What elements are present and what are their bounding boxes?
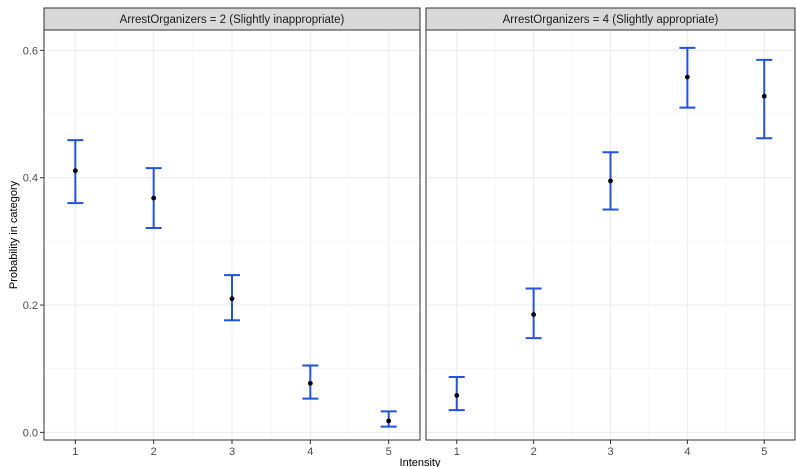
y-tick-label: 0.2: [23, 300, 38, 312]
y-tick-label: 0.4: [23, 173, 38, 185]
x-tick-label: 3: [607, 446, 613, 458]
data-point: [307, 380, 313, 386]
data-point: [761, 93, 767, 99]
data-point: [531, 312, 537, 317]
data-point-group-2-2: [525, 287, 542, 340]
x-tick-label: 4: [307, 446, 313, 458]
x-tick-label: 2: [531, 446, 537, 458]
y-tick-label: 0.6: [23, 45, 38, 57]
data-point-group-2-5: [756, 58, 773, 140]
x-tick-label: 5: [761, 446, 767, 458]
x-axis-title: Intensity: [400, 457, 441, 467]
data-point-group-1-2: [145, 167, 162, 229]
x-tick-label: 3: [229, 446, 235, 458]
x-tick-label: 5: [386, 446, 392, 458]
x-tick-label: 4: [684, 446, 690, 458]
data-point-group-1-4: [302, 364, 319, 400]
data-point-group-1-5: [380, 410, 397, 428]
y-tick-label: 0.0: [23, 427, 38, 439]
x-tick-label: 2: [151, 446, 157, 458]
data-point-group-2-3: [602, 151, 619, 211]
data-point: [386, 418, 392, 424]
data-point-group-1-1: [67, 139, 84, 205]
facet-strip-label-1: ArrestOrganizers = 2 (Slightly inappropr…: [120, 14, 345, 26]
data-point: [229, 296, 235, 302]
data-point-group-2-4: [679, 46, 696, 109]
x-tick-label: 1: [72, 446, 78, 458]
data-point-group-2-1: [448, 375, 465, 412]
data-point: [72, 168, 78, 174]
x-tick-label: 1: [454, 446, 460, 458]
data-point: [151, 195, 157, 201]
data-point: [454, 393, 460, 398]
data-point-group-1-3: [224, 274, 240, 322]
y-axis-title: Probability in category: [8, 180, 20, 289]
facet-strip-label-2: ArrestOrganizers = 4 (Slightly appropria…: [503, 14, 719, 26]
data-point: [684, 74, 690, 80]
data-point: [608, 178, 613, 184]
